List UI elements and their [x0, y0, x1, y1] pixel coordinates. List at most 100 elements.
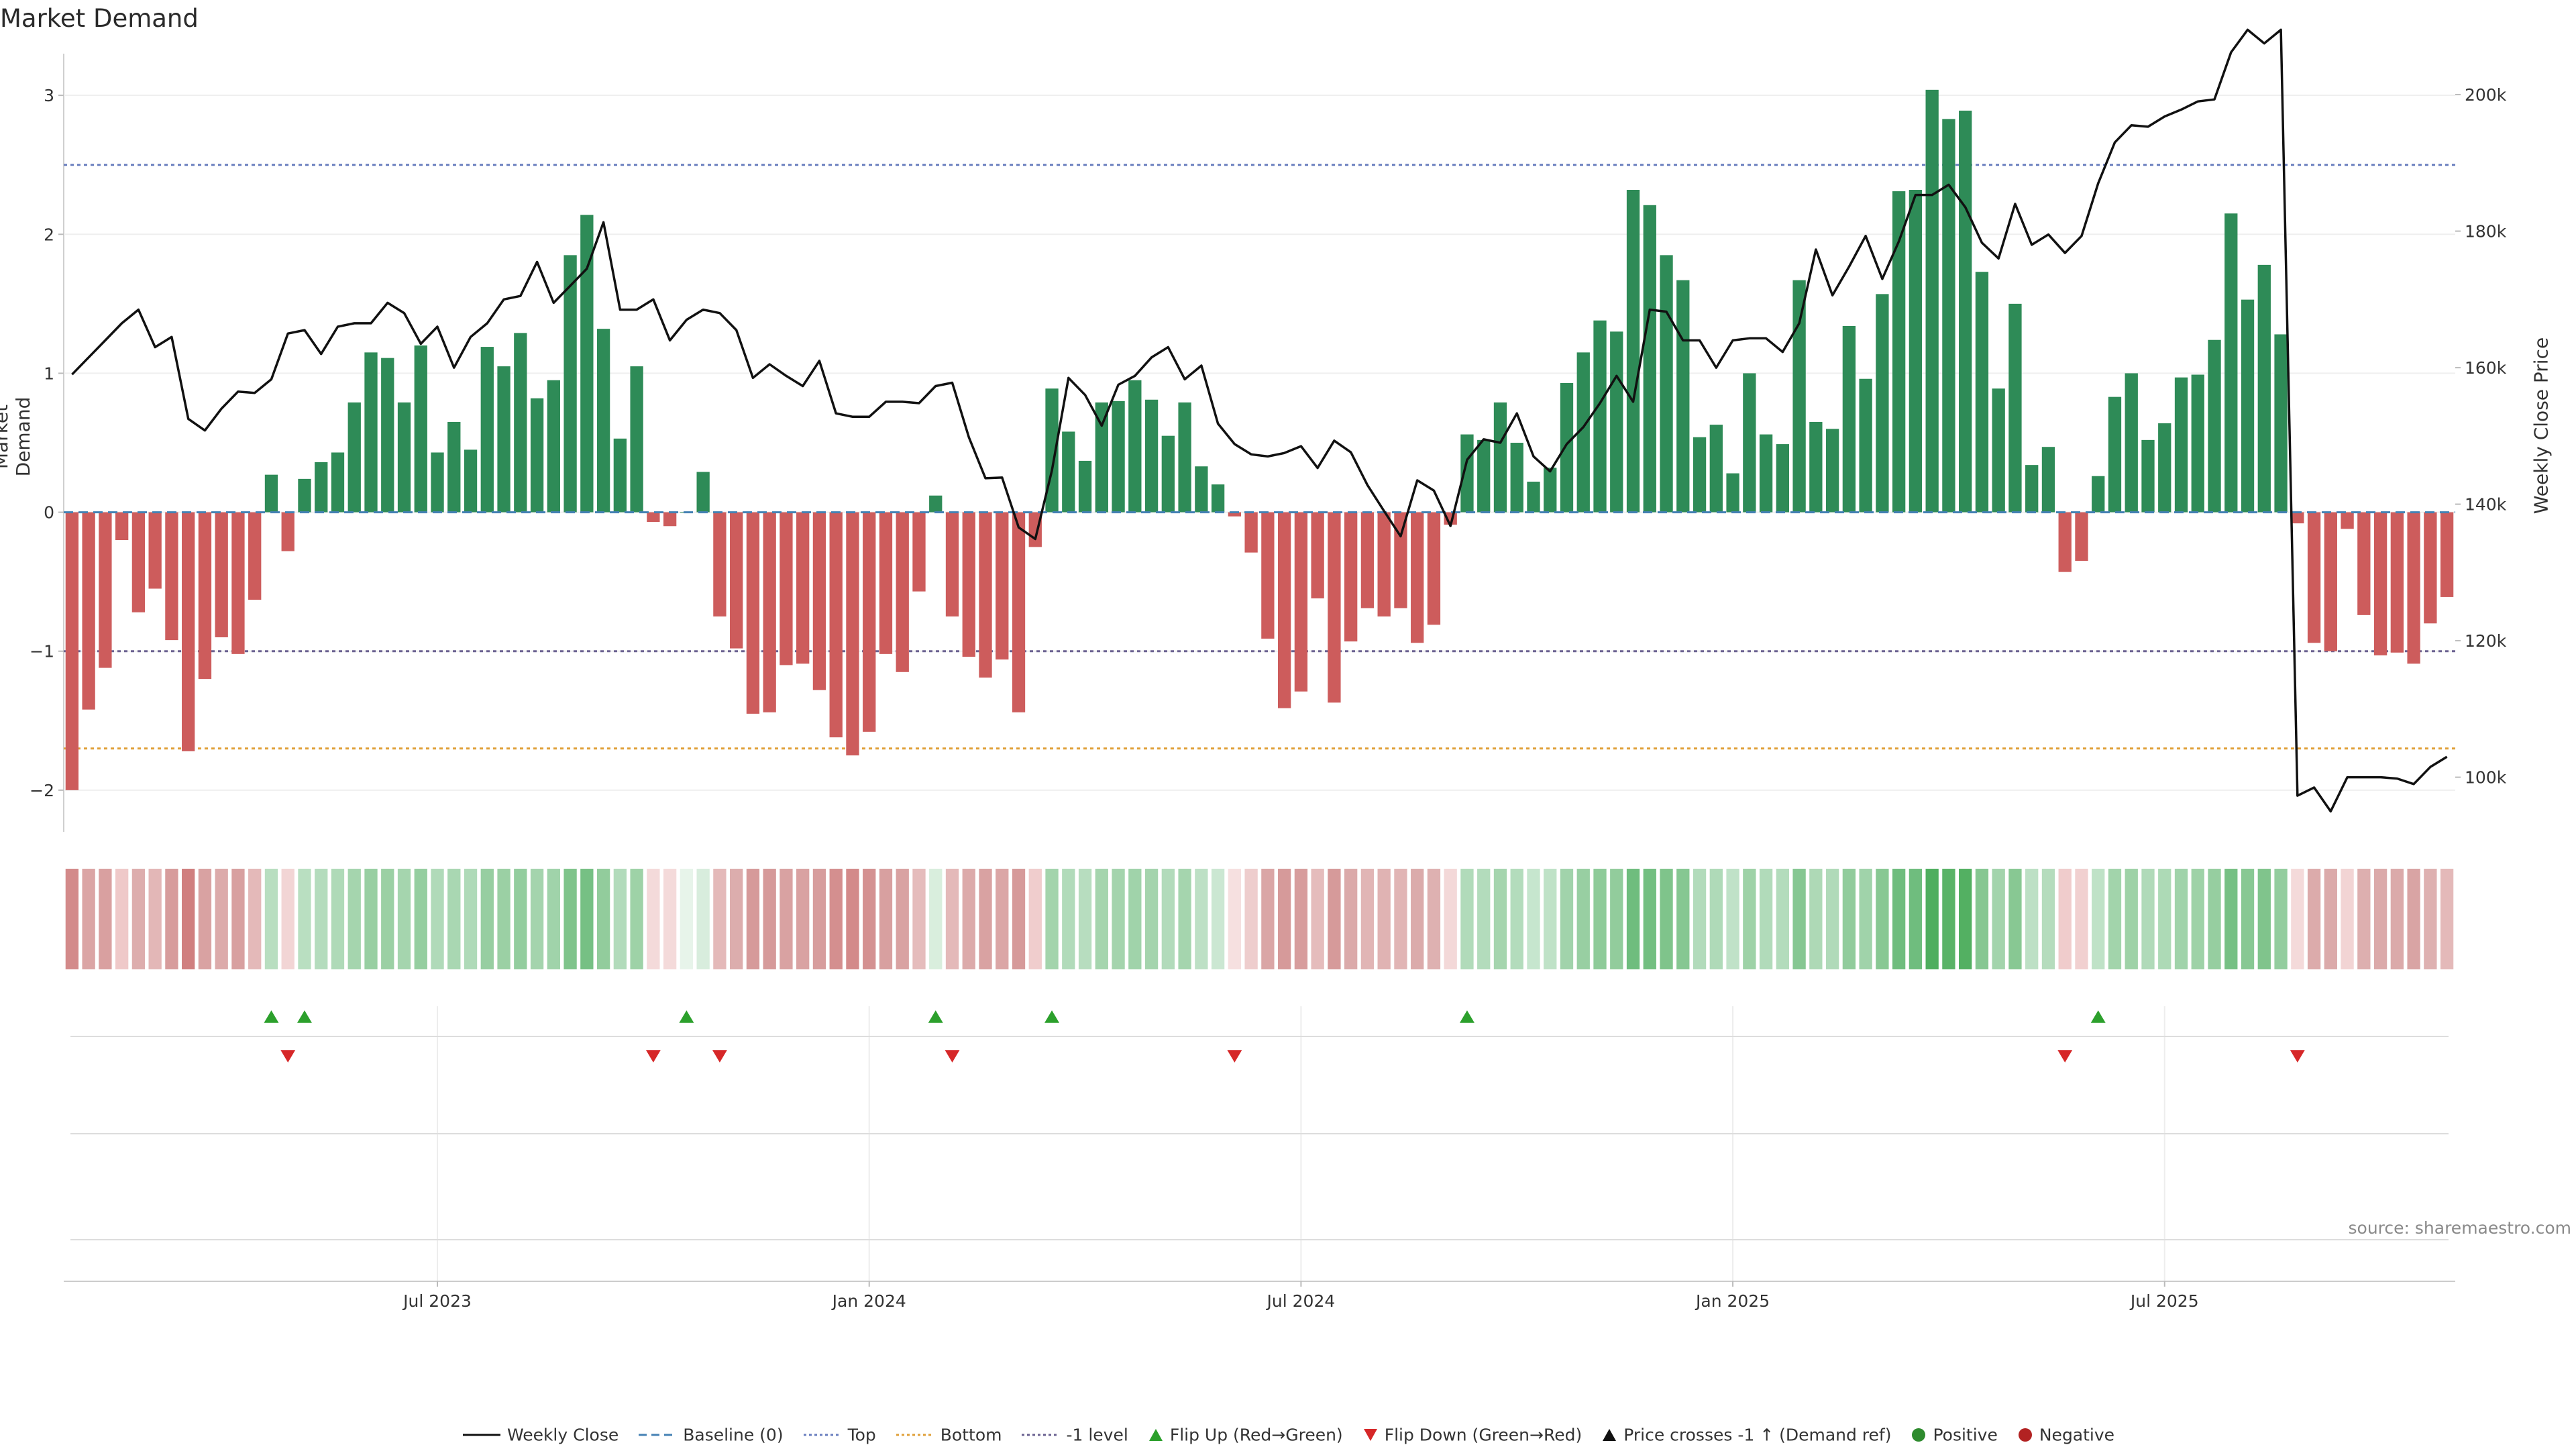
heat-strip-cell — [530, 869, 544, 969]
demand-bar-positive — [2008, 303, 2022, 513]
heat-strip-cell — [99, 869, 112, 969]
legend-item: Flip Down (Green→Red) — [1362, 1424, 1582, 1445]
heat-strip-cell — [1975, 869, 1989, 969]
demand-bar-negative — [979, 512, 992, 678]
heat-strip-cell — [414, 869, 427, 969]
demand-bar-positive — [1825, 429, 1839, 513]
demand-bar-negative — [131, 512, 146, 612]
heat-strip-cell — [2208, 869, 2221, 969]
signal-panels: Jul 2023 Jan 2024 Jul 2024 Jan 2025 Jul 2025 — [64, 1006, 2455, 1311]
heat-strip-cell — [480, 869, 494, 969]
x-tick-label: Jan 2025 — [1695, 1291, 1770, 1311]
heat-strip-cell — [2224, 869, 2238, 969]
demand-bar-positive — [1527, 482, 1540, 513]
left-tick-label: −2 — [30, 781, 54, 800]
demand-bar-negative — [65, 512, 79, 790]
heat-strip-cell — [1427, 869, 1441, 969]
heat-strip-cell — [1909, 869, 1923, 969]
heat-strip-cell — [281, 869, 294, 969]
demand-bar-positive — [1709, 425, 1723, 513]
heat-strip-cell — [863, 869, 876, 969]
demand-bar-positive — [447, 421, 461, 513]
demand-bar-positive — [1128, 380, 1142, 513]
heat-strip-cell — [1328, 869, 1341, 969]
demand-bar-negative — [663, 512, 677, 527]
demand-bar-positive — [1892, 191, 1906, 513]
heat-strip-cell — [1992, 869, 2005, 969]
legend-label: Negative — [2039, 1425, 2115, 1445]
heat-strip-cell — [1144, 869, 1159, 969]
heat-strip-cell — [979, 869, 992, 969]
flip-up-marker — [297, 1010, 312, 1023]
heat-strip-cell — [2257, 869, 2271, 969]
legend-item: -1 level — [1020, 1424, 1128, 1445]
demand-bar-positive — [2141, 439, 2155, 513]
demand-bar-positive — [1544, 468, 1557, 513]
heat-strip-cell — [364, 869, 378, 969]
heat-strip-cell — [763, 869, 776, 969]
flip-down-marker — [280, 1050, 296, 1063]
demand-bar-positive — [1095, 402, 1108, 513]
demand-bar-negative — [996, 512, 1009, 660]
demand-bar-negative — [198, 512, 212, 680]
demand-bar-negative — [2058, 512, 2072, 572]
legend-label: Flip Down (Green→Red) — [1384, 1425, 1582, 1445]
demand-bar-negative — [796, 512, 810, 664]
flip-down-marker — [945, 1050, 960, 1063]
heat-strip-cell — [431, 869, 444, 969]
right-tick-label: 100k — [2465, 768, 2507, 788]
heat-strip-cell — [2357, 869, 2371, 969]
heat-strip-cell — [2141, 869, 2155, 969]
right-tick-label: 180k — [2465, 222, 2507, 241]
legend-swatch — [1363, 1428, 1377, 1441]
demand-bar-negative — [2307, 512, 2321, 643]
demand-bar-negative — [1328, 512, 1341, 703]
demand-bar-positive — [2158, 423, 2171, 513]
demand-bar-positive — [264, 474, 278, 513]
heat-strip-cell — [2307, 869, 2321, 969]
heat-strip-cell — [1792, 869, 1806, 969]
demand-bar-positive — [464, 449, 478, 513]
legend-label: Flip Up (Red→Green) — [1169, 1425, 1343, 1445]
right-tick-label: 140k — [2465, 495, 2507, 515]
demand-bar-negative — [746, 512, 760, 714]
demand-bar-negative — [115, 512, 129, 540]
demand-bar-negative — [231, 512, 245, 654]
flip-down-marker — [2290, 1050, 2305, 1063]
legend-swatch — [462, 1434, 500, 1436]
heat-strip-cell — [1012, 869, 1026, 969]
demand-bar-positive — [497, 366, 511, 513]
heat-strip-cell — [996, 869, 1009, 969]
demand-bar-positive — [613, 438, 627, 513]
heat-strip-cell — [696, 869, 710, 969]
heat-strip-cell — [547, 869, 560, 969]
demand-bar-negative — [2373, 512, 2387, 655]
demand-bar-positive — [1925, 89, 1939, 513]
legend-label: -1 level — [1066, 1425, 1128, 1445]
heat-strip-cell — [1942, 869, 1955, 969]
demand-bar-positive — [1078, 460, 1092, 513]
heat-strip-cell — [497, 869, 511, 969]
demand-bar-negative — [1377, 512, 1391, 616]
heat-strip-cell — [215, 869, 228, 969]
heat-strip-cell — [331, 869, 345, 969]
heat-strip-cell — [2125, 869, 2138, 969]
demand-bar-negative — [1344, 512, 1358, 642]
heat-strip-cell — [630, 869, 643, 969]
demand-bar-positive — [2208, 339, 2221, 513]
heat-strip-cell — [2174, 869, 2188, 969]
heat-strip-cell — [896, 869, 909, 969]
heat-strip-cell — [647, 869, 660, 969]
demand-bar-positive — [1726, 473, 1739, 513]
flip-down-marker — [645, 1050, 661, 1063]
demand-bar-positive — [564, 255, 577, 513]
demand-bar-negative — [2440, 512, 2454, 597]
demand-bar-positive — [397, 402, 411, 513]
heat-strip-cell — [1411, 869, 1424, 969]
demand-bar-negative — [1427, 512, 1441, 625]
heat-strip-cell — [2092, 869, 2105, 969]
heat-strip-cell — [1693, 869, 1707, 969]
heat-strip-cell — [1128, 869, 1142, 969]
heat-strip-cell — [2341, 869, 2354, 969]
demand-bar-negative — [1411, 512, 1424, 643]
